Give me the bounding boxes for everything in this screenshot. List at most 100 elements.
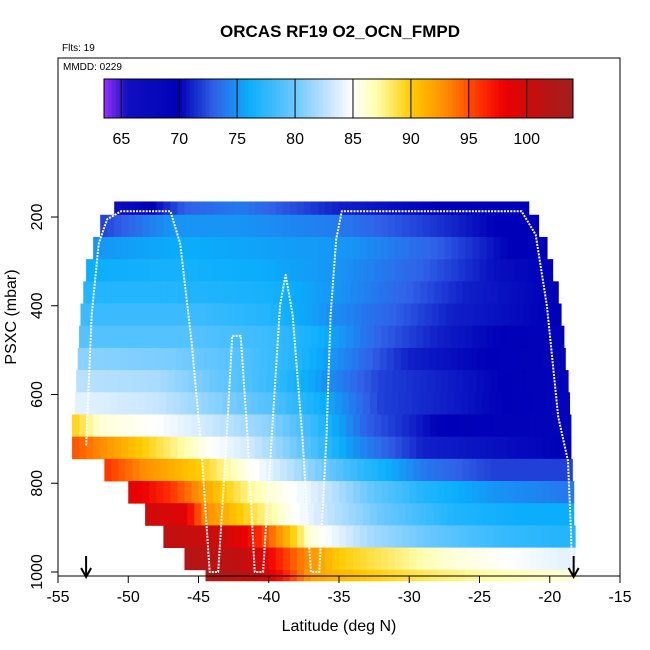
curtain-cell	[399, 281, 408, 304]
curtain-cell	[163, 525, 172, 548]
curtain-cell	[84, 347, 93, 371]
curtain-cell	[390, 392, 399, 415]
colorbar-swatch	[334, 79, 339, 118]
chart-title: ORCAS RF19 O2_OCN_FMPD	[220, 22, 460, 41]
curtain-cell	[410, 303, 419, 327]
curtain-cell	[532, 370, 541, 393]
curtain-cell	[145, 392, 153, 415]
curtain-cell	[153, 281, 162, 304]
colorbar-swatch	[385, 79, 390, 118]
curtain-cell	[121, 201, 129, 216]
curtain-cell	[80, 303, 89, 327]
curtain-cell	[388, 201, 396, 216]
curtain-cell	[395, 214, 403, 238]
curtain-cell	[441, 370, 450, 393]
curtain-cell	[371, 458, 379, 482]
curtain-cell	[170, 414, 179, 438]
curtain-cell	[497, 458, 506, 482]
curtain-cell	[240, 236, 249, 260]
curtain-cell	[437, 259, 445, 282]
colorbar-frame	[103, 78, 574, 119]
curtain-cell	[433, 392, 441, 415]
curtain-cell	[198, 201, 207, 216]
curtain-cell	[402, 436, 410, 460]
curtain-cell	[563, 525, 572, 548]
y-axis: 200 400 600 800 1000	[29, 204, 59, 590]
colorbar-swatch	[326, 79, 332, 118]
curtain-cell	[309, 347, 318, 371]
curtain-cell	[156, 414, 164, 438]
curtain-cell	[94, 303, 103, 327]
curtain-cell	[215, 392, 223, 415]
colorbar-swatch	[217, 79, 222, 118]
curtain-cell	[246, 347, 254, 371]
colorbar-swatch	[232, 79, 238, 118]
curtain-cell	[247, 414, 256, 438]
curtain-cell	[507, 325, 516, 349]
curtain-cell	[416, 414, 424, 438]
curtain-cell	[551, 303, 559, 327]
curtain-cell	[448, 458, 457, 482]
curtain-cell	[416, 547, 424, 571]
curtain-cell	[545, 392, 554, 415]
curtain-cell	[223, 370, 232, 393]
curtain-cell	[188, 281, 197, 304]
curtain-cell	[289, 214, 298, 238]
curtain-cell	[490, 370, 499, 393]
curtain-cell	[102, 392, 111, 415]
curtain-cell	[427, 370, 436, 393]
curtain-cell	[149, 414, 157, 438]
curtain-cell	[132, 281, 141, 304]
curtain-cell	[312, 303, 320, 327]
curtain-cell	[530, 303, 538, 327]
curtain-cell	[79, 325, 87, 349]
curtain-cell	[299, 503, 308, 526]
curtain-cell	[556, 481, 565, 504]
curtain-cell	[462, 370, 471, 393]
curtain-cell	[447, 392, 455, 415]
curtain-cell	[395, 325, 403, 349]
curtain-cell	[360, 436, 368, 460]
curtain-cell	[451, 259, 460, 282]
colorbar-swatch	[318, 79, 324, 118]
curtain-cell	[125, 281, 134, 304]
curtain-cell	[282, 436, 291, 460]
curtain-cell	[261, 214, 270, 238]
curtain-cell	[556, 325, 565, 349]
curtain-cell	[268, 201, 277, 216]
colorbar-swatch	[393, 79, 398, 118]
curtain-cell	[472, 525, 481, 548]
curtain-cell	[444, 414, 452, 438]
curtain-cell	[138, 392, 146, 415]
curtain-cell	[521, 414, 530, 438]
curtain-cell	[275, 325, 284, 349]
curtain-cell	[310, 525, 319, 548]
colorbar-swatch	[189, 79, 195, 118]
curtain-cell	[303, 201, 312, 216]
curtain-cell	[247, 214, 256, 238]
curtain-cell	[284, 303, 292, 327]
curtain-cell	[430, 481, 438, 504]
curtain-cell	[504, 370, 513, 393]
curtain-cell	[142, 436, 150, 460]
curtain-cell	[121, 259, 129, 282]
curtain-cell	[197, 347, 205, 371]
curtain-cell	[329, 281, 337, 304]
curtain-cell	[374, 525, 382, 548]
curtain-cell	[524, 392, 533, 415]
colorbar-swatch	[487, 79, 492, 118]
curtain-cell	[493, 201, 502, 216]
curtain-cell	[142, 481, 150, 504]
curtain-cell	[118, 458, 127, 482]
curtain-cell	[324, 214, 333, 238]
curtain-cell	[451, 414, 460, 438]
curtain-cell	[111, 281, 120, 304]
curtain-cell	[331, 525, 340, 548]
curtain-cell	[479, 436, 488, 460]
curtain-cell	[339, 414, 347, 438]
curtain-cell	[553, 458, 562, 482]
curtain-cell	[413, 281, 422, 304]
curtain-cell	[521, 325, 530, 349]
curtain-cell	[170, 236, 179, 260]
curtain-cell	[308, 370, 316, 393]
